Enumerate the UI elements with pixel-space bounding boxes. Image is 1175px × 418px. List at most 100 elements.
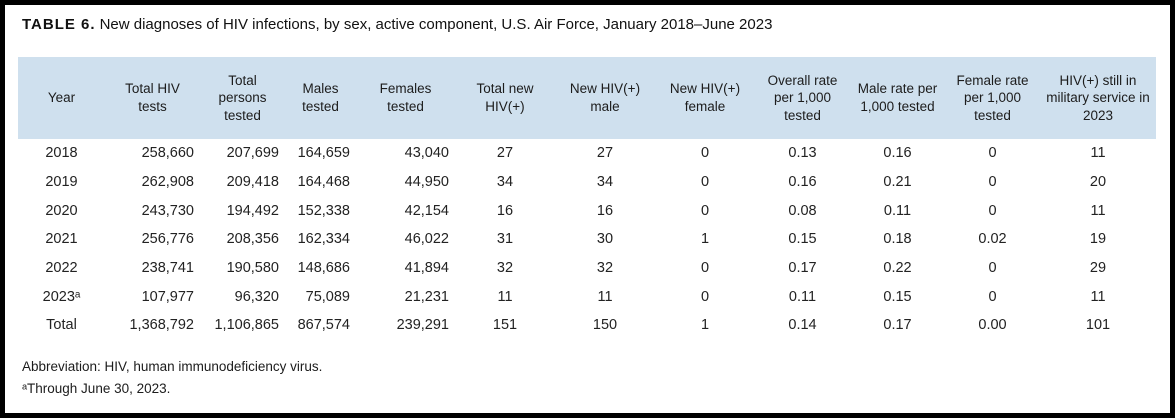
table-cell: 162,334 <box>297 231 350 248</box>
table-row: 2022 238,741 190,580 148,686 41,894 32 32 0 0.17… <box>18 254 1156 283</box>
table-cell: 0.11 <box>788 288 817 305</box>
column-header: New HIV(+) female <box>669 81 741 114</box>
hiv-diagnoses-table: Year Total HIV tests Total persons tested M… <box>18 57 1156 340</box>
table-cell: 207,699 <box>226 145 279 162</box>
column-header: Year <box>47 90 76 106</box>
table-cell: 20 <box>1089 174 1107 191</box>
table-cell: 16 <box>496 202 514 219</box>
table-cell: 27 <box>596 145 614 162</box>
table-cell: 194,492 <box>226 202 279 219</box>
column-header: HIV(+) still in military service in 2023 <box>1046 72 1150 123</box>
table-cell: 0.00 <box>978 317 1007 334</box>
column-header: Total persons tested <box>218 72 267 123</box>
table-cell: 29 <box>1089 260 1107 277</box>
table-cell: 256,776 <box>141 231 194 248</box>
table-cell: 190,580 <box>226 260 279 277</box>
table-cell: 1,106,865 <box>214 317 279 334</box>
table-cell: 1,368,792 <box>129 317 194 334</box>
table-cell: 101 <box>1085 317 1111 334</box>
table-cell: 2021 <box>45 231 78 248</box>
table-cell: 0.15 <box>788 231 817 248</box>
table-cell: 152,338 <box>297 202 350 219</box>
table-cell: 0 <box>988 260 997 277</box>
table-cell: 0 <box>988 145 997 162</box>
column-header: Total new HIV(+) <box>476 81 534 114</box>
table-cell: 0 <box>988 174 997 191</box>
table-cell: 0.17 <box>883 317 912 334</box>
column-header: Female rate per 1,000 tested <box>956 72 1029 123</box>
column-header: New HIV(+) male <box>569 81 641 114</box>
table-cell: 0 <box>700 174 710 191</box>
table-header-row: Year Total HIV tests Total persons tested M… <box>18 57 1156 139</box>
table-cell: 2018 <box>45 145 78 162</box>
table-cell: 32 <box>596 260 614 277</box>
table-cell: 0 <box>988 288 997 305</box>
table-cell: 34 <box>596 174 614 191</box>
table-cell: 1 <box>700 317 710 334</box>
table-cell: 151 <box>492 317 518 334</box>
table-cell: 16 <box>596 202 614 219</box>
table-cell: 0 <box>700 145 710 162</box>
table-cell: 96,320 <box>234 288 279 305</box>
table-cell: 27 <box>496 145 514 162</box>
column-header: Total HIV tests <box>125 81 180 114</box>
table-cell: 11 <box>1090 288 1106 305</box>
column-header: Male rate per 1,000 tested <box>857 81 938 114</box>
column-header: Males tested <box>302 81 339 114</box>
table-cell: 0.18 <box>883 231 912 248</box>
column-header: Females tested <box>379 81 432 114</box>
table-cell: 11 <box>497 288 513 305</box>
table-cell: 0.13 <box>788 145 817 162</box>
table-cell: 11 <box>597 288 613 305</box>
table-cell: 867,574 <box>297 317 350 334</box>
table-cell: 150 <box>592 317 618 334</box>
table-row: Total 1,368,792 1,106,865 867,574 239,291 151… <box>18 311 1156 340</box>
table-title: TABLE 6. New diagnoses of HIV infections,… <box>22 15 1170 34</box>
table-row: 2023ᵃ 107,977 96,320 75,089 21,231 11 11 0 0.11 0… <box>18 282 1156 311</box>
footnote-a: ᵃThrough June 30, 2023. <box>22 380 171 396</box>
table-cell: 0.22 <box>883 260 912 277</box>
table-cell: 44,950 <box>404 174 449 191</box>
table-cell: 107,977 <box>141 288 194 305</box>
table-cell: 0.16 <box>788 174 817 191</box>
table-cell: 209,418 <box>226 174 279 191</box>
table-cell: 42,154 <box>404 202 449 219</box>
table-cell: 41,894 <box>404 260 449 277</box>
table-row: 2019 262,908 209,418 164,468 44,950 34 34 0 0.16… <box>18 168 1156 197</box>
table-cell: 0.11 <box>883 202 912 219</box>
table-cell: 19 <box>1089 231 1107 248</box>
table-cell: 262,908 <box>141 174 194 191</box>
table-cell: 2020 <box>45 202 78 219</box>
table-cell: 34 <box>496 174 514 191</box>
table-row: 2020 243,730 194,492 152,338 42,154 16 16 0 0.08… <box>18 196 1156 225</box>
table-cell: 258,660 <box>141 145 194 162</box>
table-cell: 0 <box>700 260 710 277</box>
table-cell: 164,468 <box>297 174 350 191</box>
table-cell: 148,686 <box>297 260 350 277</box>
table-cell: 30 <box>596 231 614 248</box>
table-cell: 0.14 <box>788 317 817 334</box>
table-cell: 0.15 <box>883 288 912 305</box>
table-title-text: New diagnoses of HIV infections, by sex,… <box>99 16 773 33</box>
table-cell: 238,741 <box>141 260 194 277</box>
column-header: Overall rate per 1,000 tested <box>767 72 838 123</box>
table-cell: 2023ᵃ <box>42 288 81 305</box>
table-cell: 32 <box>496 260 514 277</box>
table-cell: 239,291 <box>396 317 449 334</box>
table-cell: 1 <box>700 231 710 248</box>
table-cell: 11 <box>1090 202 1106 219</box>
table-page: TABLE 6. New diagnoses of HIV infections,… <box>5 5 1170 413</box>
table-cell: 21,231 <box>404 288 449 305</box>
table-cell: 164,659 <box>297 145 350 162</box>
table-cell: 2019 <box>45 174 78 191</box>
footnotes: Abbreviation: HIV, human immunodeficienc… <box>22 356 1170 400</box>
table-cell: 0.08 <box>788 202 817 219</box>
table-cell: 0.16 <box>883 145 912 162</box>
table-cell: 208,356 <box>226 231 279 248</box>
abbreviation-note: Abbreviation: HIV, human immunodeficienc… <box>22 358 323 374</box>
table-cell: Total <box>46 317 77 334</box>
table-cell: 0.17 <box>788 260 817 277</box>
table-cell: 0 <box>700 202 710 219</box>
table-number-label: TABLE 6. <box>22 16 96 33</box>
